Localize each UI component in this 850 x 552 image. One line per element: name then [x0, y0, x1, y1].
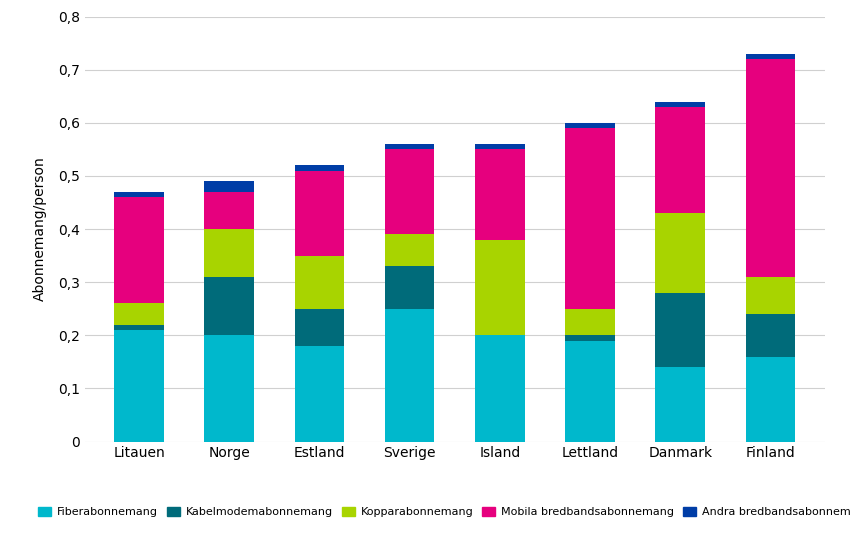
Bar [205, 336, 254, 442]
Bar [655, 367, 705, 442]
Bar [205, 277, 254, 336]
Bar [114, 192, 164, 197]
Bar [745, 54, 796, 59]
Bar [114, 325, 164, 330]
Bar [295, 346, 344, 442]
Bar [295, 309, 344, 346]
Bar [385, 235, 434, 266]
Bar [114, 330, 164, 442]
Bar [295, 171, 344, 256]
Bar [205, 181, 254, 192]
Bar [385, 309, 434, 442]
Bar [475, 144, 524, 150]
Bar [745, 277, 796, 314]
Bar [475, 150, 524, 240]
Bar [565, 335, 615, 341]
Bar [565, 309, 615, 336]
Bar [114, 304, 164, 325]
Bar [655, 293, 705, 367]
Bar [385, 266, 434, 309]
Y-axis label: Abonnemang/person: Abonnemang/person [33, 157, 47, 301]
Bar [205, 192, 254, 229]
Bar [655, 213, 705, 293]
Bar [655, 107, 705, 213]
Bar [565, 341, 615, 442]
Bar [655, 102, 705, 107]
Bar [565, 123, 615, 128]
Bar [385, 150, 434, 235]
Bar [475, 336, 524, 442]
Bar [295, 256, 344, 309]
Legend: Fiberabonnemang, Kabelmodemabonnemang, Kopparabonnemang, Mobila bredbandsabonnem: Fiberabonnemang, Kabelmodemabonnemang, K… [33, 502, 850, 522]
Bar [205, 229, 254, 277]
Bar [114, 197, 164, 304]
Bar [745, 357, 796, 442]
Bar [475, 240, 524, 336]
Bar [385, 144, 434, 150]
Bar [745, 59, 796, 277]
Bar [565, 128, 615, 309]
Bar [295, 166, 344, 171]
Bar [745, 314, 796, 357]
